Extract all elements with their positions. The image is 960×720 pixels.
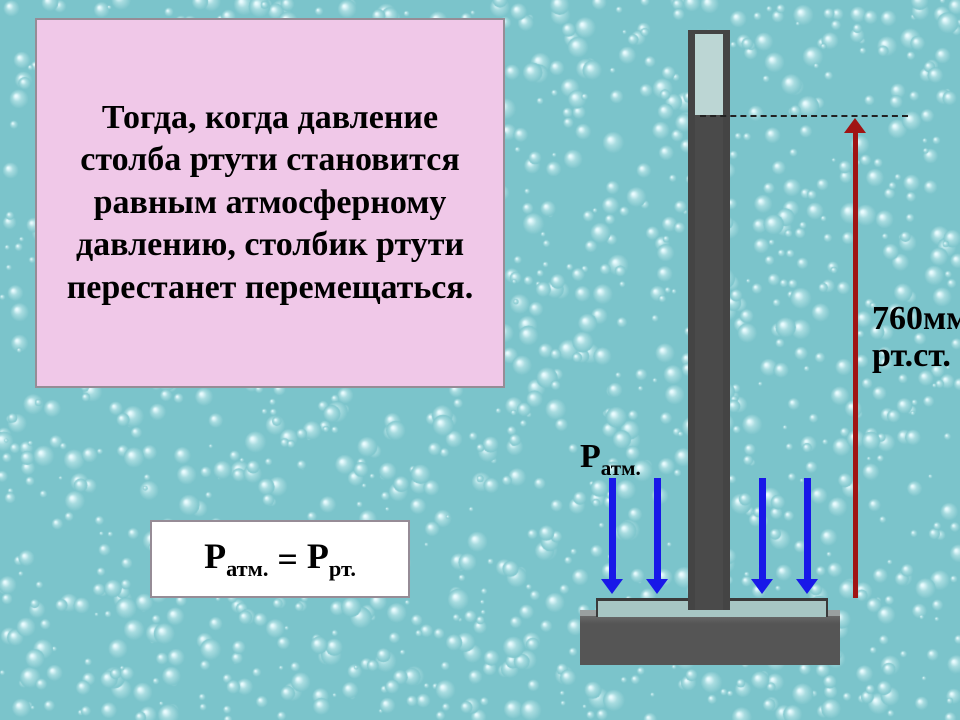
mercury-column <box>695 115 723 610</box>
formula-lhs: Ратм. <box>204 535 268 582</box>
label-760mm: 760мм.рт.ст. <box>872 300 960 375</box>
mercury-level-line <box>700 115 908 117</box>
label-p-atm: Ратм. <box>580 438 641 480</box>
formula-box: Ратм. = Ррт. <box>150 520 410 598</box>
explanation-text: Тогда, когда давление столба ртути стано… <box>35 18 505 388</box>
tube-vacuum <box>695 34 723 115</box>
formula-rhs: Ррт. <box>307 535 356 582</box>
barometer-base <box>580 610 840 665</box>
